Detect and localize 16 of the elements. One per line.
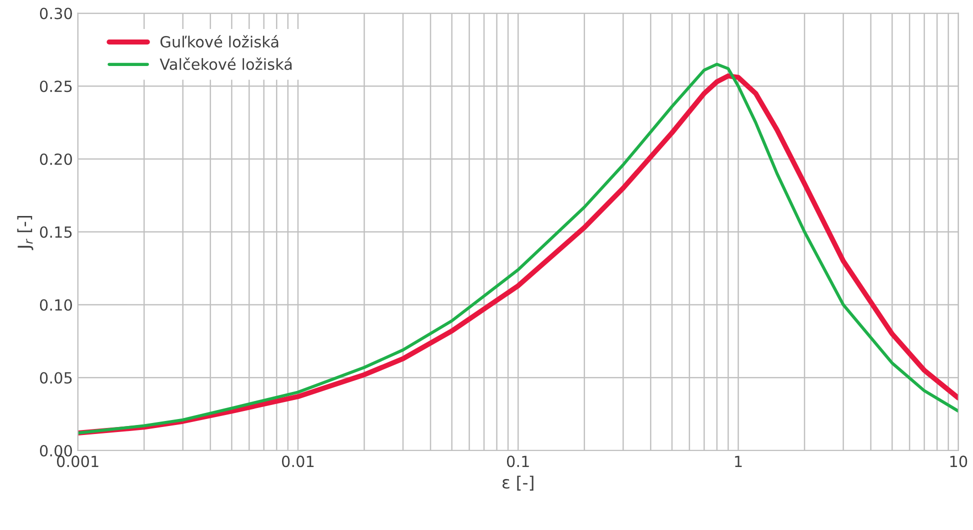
y-tick-label: 0.20 bbox=[40, 153, 72, 166]
x-tick-label: 0.1 bbox=[506, 456, 529, 468]
legend-label: Guľkové ložiská bbox=[160, 35, 278, 48]
y-tick-label: 0.10 bbox=[40, 299, 72, 311]
y-tick-label: 0.25 bbox=[40, 80, 72, 92]
y-tick-label: 0.30 bbox=[40, 8, 72, 20]
x-tick-label: 10 bbox=[950, 456, 968, 468]
y-tick-label: 0.15 bbox=[40, 226, 72, 238]
x-tick-label: 0.001 bbox=[56, 456, 98, 468]
x-tick-label: 1 bbox=[735, 456, 742, 467]
legend-label: Valčekové ložiská bbox=[160, 58, 292, 70]
x-axis-title: ε [-] bbox=[502, 476, 534, 491]
y-tick-label: 0.00 bbox=[40, 444, 72, 457]
y-axis-title: J$_{r}$ [-] bbox=[17, 216, 34, 250]
y-tick-label: 0.05 bbox=[40, 372, 72, 384]
x-tick-label: 0.01 bbox=[282, 456, 314, 468]
